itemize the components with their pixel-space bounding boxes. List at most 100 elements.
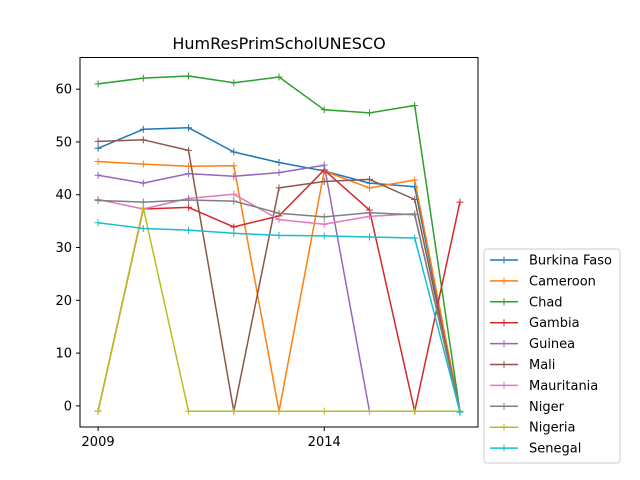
legend-label: Gambia (529, 316, 580, 331)
legend-label: Mauritania (529, 379, 598, 394)
data-point (94, 144, 102, 152)
data-point (275, 209, 283, 217)
data-point (275, 231, 283, 239)
data-point (185, 124, 193, 132)
legend-marker (500, 444, 508, 452)
series-chad (94, 72, 464, 415)
data-point (94, 137, 102, 145)
chart-title: HumResPrimScholUNESCO (172, 34, 385, 53)
series-mali (94, 136, 464, 415)
y-tick-label: 10 (55, 347, 72, 362)
data-point (185, 226, 193, 234)
y-tick-label: 50 (55, 135, 72, 150)
data-point (275, 216, 283, 224)
legend-item-chad: Chad (490, 295, 563, 310)
data-point (94, 197, 102, 205)
data-point (320, 220, 328, 228)
data-point (275, 73, 283, 81)
data-point (320, 178, 328, 186)
data-point (185, 407, 193, 415)
data-point (230, 190, 238, 198)
series-senegal (94, 219, 464, 416)
data-point (275, 407, 283, 415)
data-point (275, 159, 283, 167)
legend-marker (500, 361, 508, 368)
data-point (230, 197, 238, 205)
data-point (94, 219, 102, 227)
legend-item-senegal: Senegal (490, 442, 581, 457)
legend-marker (500, 381, 508, 389)
x-axis: 2009 2014 (82, 427, 341, 450)
data-point (411, 176, 419, 184)
legend-item-mauritania: Mauritania (490, 379, 598, 394)
legend-label: Nigeria (529, 421, 576, 436)
data-point (365, 109, 373, 117)
y-tick-label: 30 (55, 241, 72, 256)
y-tick-label: 60 (55, 83, 72, 98)
data-point (94, 80, 102, 88)
data-point (456, 408, 464, 416)
data-point (185, 203, 193, 211)
legend-marker (500, 423, 508, 431)
data-point (320, 407, 328, 415)
legend-label: Cameroon (529, 274, 596, 289)
data-point (139, 125, 147, 133)
x-tick-label: 2009 (82, 435, 115, 450)
legend-item-nigeria: Nigeria (490, 421, 576, 436)
data-point (411, 211, 419, 219)
legend-marker (500, 319, 508, 327)
data-point (230, 172, 238, 180)
data-point (139, 74, 147, 82)
data-point (365, 184, 373, 192)
data-point (275, 184, 283, 192)
legend-item-gambia: Gambia (490, 316, 580, 331)
data-point (411, 102, 419, 110)
legend-item-guinea: Guinea (490, 337, 575, 352)
series-nigeria (94, 204, 464, 415)
legend-label: Senegal (529, 442, 581, 457)
legend-marker (500, 340, 508, 348)
data-point (94, 171, 102, 179)
data-point (230, 223, 238, 231)
data-point (365, 407, 373, 415)
legend-marker (500, 256, 508, 264)
data-point (139, 179, 147, 187)
data-point (320, 213, 328, 221)
legend-item-cameroon: Cameroon (490, 274, 596, 289)
x-tick-label: 2014 (308, 435, 341, 450)
series-layer (94, 72, 464, 416)
data-point (139, 225, 147, 233)
plot-area: 2009 2014 0 10 20 30 40 50 60 (55, 57, 479, 450)
data-point (365, 233, 373, 241)
legend-marker (500, 402, 508, 410)
legend-marker (500, 298, 508, 306)
data-point (411, 407, 419, 415)
legend-item-mali: Mali (490, 358, 555, 373)
data-point (185, 196, 193, 204)
legend-label: Mali (529, 358, 555, 373)
data-point (365, 175, 373, 183)
data-point (94, 407, 102, 415)
data-point (456, 198, 464, 206)
data-point (275, 169, 283, 177)
data-point (139, 204, 147, 212)
legend-item-niger: Niger (490, 400, 565, 415)
data-point (230, 407, 238, 415)
y-tick-label: 20 (55, 294, 72, 309)
data-point (411, 195, 419, 203)
data-point (320, 106, 328, 114)
data-point (230, 162, 238, 170)
data-point (139, 160, 147, 168)
axes-frame (79, 57, 479, 428)
data-point (185, 72, 193, 80)
legend-label: Niger (529, 400, 565, 415)
y-axis: 0 10 20 30 40 50 60 (55, 83, 80, 414)
data-point (365, 209, 373, 217)
series-burkina-faso (94, 124, 464, 415)
data-point (185, 170, 193, 178)
legend-label: Burkina Faso (529, 254, 612, 269)
data-point (185, 146, 193, 154)
legend-label: Guinea (529, 337, 575, 352)
data-point (320, 161, 328, 169)
